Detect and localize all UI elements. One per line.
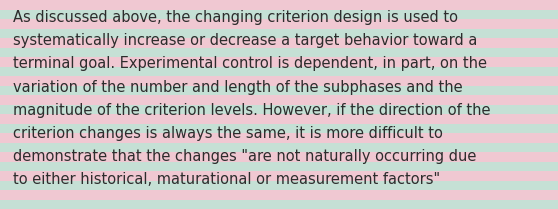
Bar: [0, 200, 558, 209]
Bar: [0, 181, 558, 190]
Bar: [0, 162, 558, 171]
Bar: [0, 19, 558, 28]
Text: systematically increase or decrease a target behavior toward a: systematically increase or decrease a ta…: [13, 33, 478, 48]
Bar: [0, 66, 558, 76]
Bar: [0, 38, 558, 47]
Text: As discussed above, the changing criterion design is used to: As discussed above, the changing criteri…: [13, 10, 458, 25]
Bar: [0, 76, 558, 85]
Text: magnitude of the criterion levels. However, if the direction of the: magnitude of the criterion levels. Howev…: [13, 103, 490, 118]
Bar: [0, 57, 558, 66]
Bar: [0, 133, 558, 143]
Bar: [0, 47, 558, 57]
Bar: [0, 190, 558, 200]
Bar: [0, 95, 558, 104]
Text: variation of the number and length of the subphases and the: variation of the number and length of th…: [13, 80, 463, 95]
Bar: [0, 152, 558, 162]
Text: to either historical, maturational or measurement factors": to either historical, maturational or me…: [13, 172, 440, 187]
Bar: [0, 114, 558, 124]
Text: criterion changes is always the same, it is more difficult to: criterion changes is always the same, it…: [13, 126, 443, 141]
Bar: [0, 28, 558, 38]
Bar: [0, 124, 558, 133]
Bar: [0, 0, 558, 9]
Bar: [0, 143, 558, 152]
Bar: [0, 171, 558, 181]
Text: terminal goal. Experimental control is dependent, in part, on the: terminal goal. Experimental control is d…: [13, 56, 487, 71]
Bar: [0, 85, 558, 95]
Bar: [0, 104, 558, 114]
Bar: [0, 9, 558, 19]
Text: demonstrate that the changes "are not naturally occurring due: demonstrate that the changes "are not na…: [13, 149, 477, 164]
